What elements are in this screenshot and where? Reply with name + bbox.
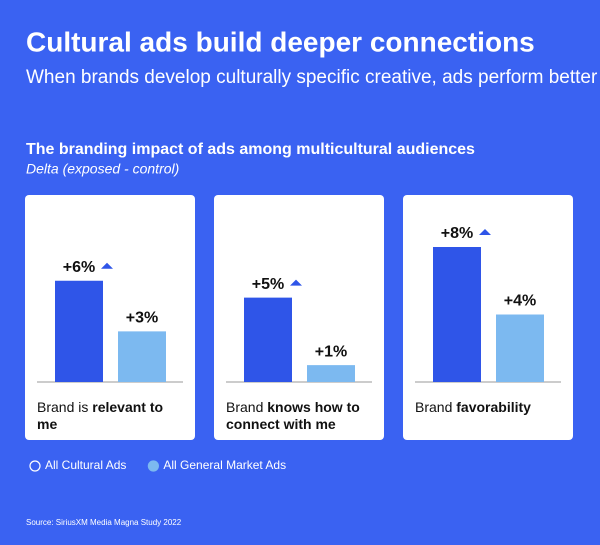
bar	[433, 247, 481, 382]
category-emphasis: relevant to me	[37, 399, 164, 432]
category-emphasis: knows how to connect with me	[226, 399, 360, 432]
category-label: Brand favorability	[415, 399, 565, 416]
category-text: Brand	[226, 399, 264, 415]
value-label: +3%	[126, 310, 158, 327]
value-label: +6%	[63, 259, 95, 276]
up-arrow	[479, 229, 491, 235]
source: Source: SiriusXM Media Magna Study 2022	[26, 518, 182, 527]
legend-label: All Cultural Ads	[45, 458, 126, 472]
bar	[118, 331, 166, 382]
category-label: Brand is relevant to me	[37, 399, 187, 433]
subtitle: When brands develop culturally specific …	[26, 67, 598, 88]
chart-title: The branding impact of ads among multicu…	[26, 141, 475, 158]
up-arrow	[101, 262, 113, 269]
legend-marker	[29, 460, 41, 472]
bar	[496, 314, 544, 382]
up-arrow	[290, 279, 302, 286]
category-emphasis: favorability	[456, 399, 531, 415]
category-label: Brand knows how to connect with me	[226, 399, 376, 433]
bar	[307, 365, 355, 382]
value-label: +1%	[315, 343, 347, 360]
value-label: +8%	[441, 225, 473, 242]
category-text: Brand	[415, 399, 453, 415]
chart-subtitle: Delta (exposed - control)	[26, 161, 179, 177]
title: Cultural ads build deeper connections	[26, 26, 535, 57]
legend-marker	[147, 460, 159, 472]
value-label: +5%	[252, 276, 284, 293]
bar	[55, 280, 103, 382]
category-text: Brand is	[37, 399, 89, 415]
value-label: +4%	[504, 293, 536, 310]
legend-label: All General Market Ads	[163, 458, 286, 472]
bar	[244, 297, 292, 382]
